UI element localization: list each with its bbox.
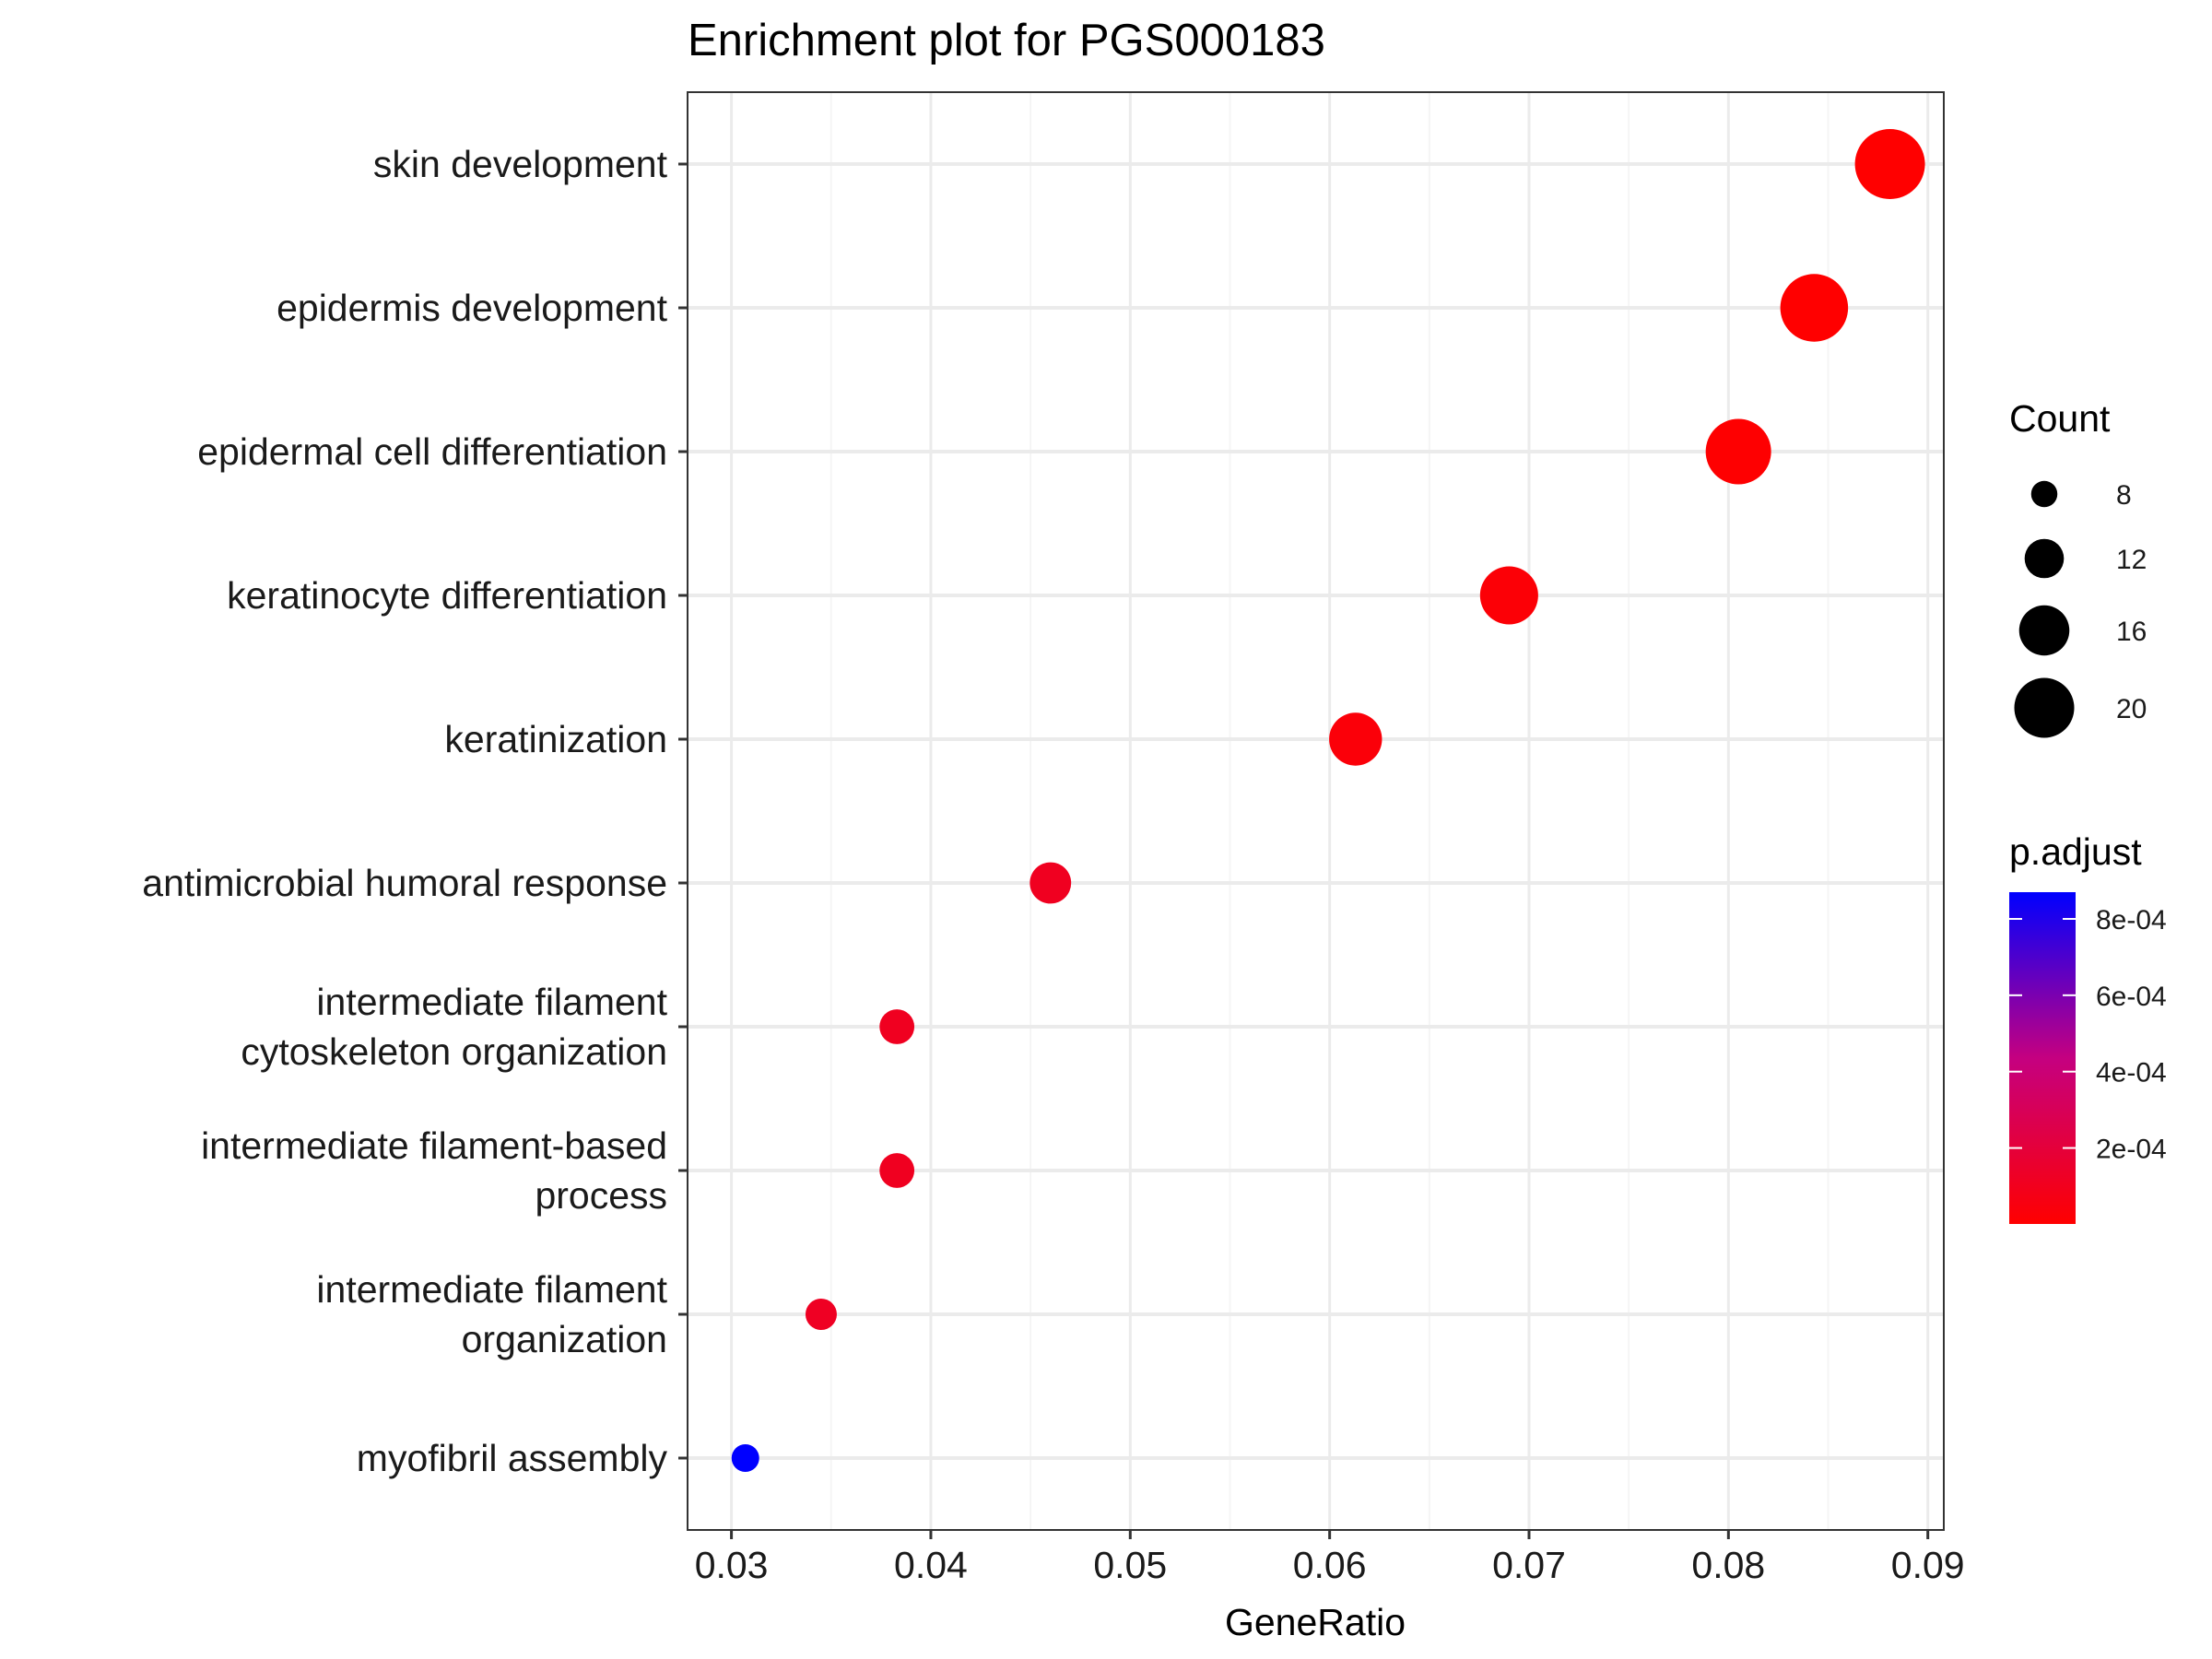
size-legend-key [2024, 538, 2065, 579]
size-legend-key [2018, 605, 2070, 656]
data-point [1705, 418, 1771, 485]
size-legend-title: Count [2009, 397, 2111, 440]
color-legend: p.adjust 8e-04 6e-04 4e-04 2e-04 [2009, 830, 2167, 1224]
data-point [1030, 862, 1072, 904]
x-tick-label: 0.08 [1691, 1544, 1765, 1586]
x-axis: 0.03 0.04 0.05 0.06 0.07 0.08 0.09 [695, 1530, 1965, 1586]
y-tick-label: organization [462, 1318, 667, 1360]
y-tick-label: intermediate filament [316, 981, 667, 1023]
data-point [1854, 129, 1925, 199]
y-tick-label: intermediate filament-based [201, 1124, 667, 1167]
y-tick-label: myofibril assembly [357, 1437, 668, 1479]
y-tick-label: epidermis development [276, 287, 668, 329]
y-tick-label: epidermal cell differentiation [197, 430, 667, 473]
color-legend-label: 6e-04 [2096, 982, 2167, 1012]
data-point [731, 1444, 759, 1472]
size-legend-label: 16 [2116, 617, 2147, 647]
size-legend-label: 8 [2116, 480, 2132, 511]
y-tick-label: cytoskeleton organization [241, 1030, 667, 1073]
x-tick-label: 0.07 [1492, 1544, 1566, 1586]
panel-border [687, 91, 1945, 1531]
y-tick-label: process [535, 1174, 667, 1217]
color-legend-label: 4e-04 [2096, 1058, 2167, 1088]
color-bar [2009, 892, 2076, 1224]
size-legend-key [2014, 677, 2075, 738]
y-tick-label: intermediate filament [316, 1268, 667, 1311]
x-tick-label: 0.05 [1093, 1544, 1167, 1586]
color-legend-title: p.adjust [2009, 830, 2142, 873]
data-point [1780, 274, 1849, 342]
size-legend-label: 12 [2116, 545, 2147, 575]
y-axis: skin development epidermis development epi… [142, 143, 688, 1479]
size-legend-label: 20 [2116, 694, 2147, 724]
data-point [879, 1009, 915, 1044]
size-legend: Count 8 12 16 20 [2009, 397, 2147, 738]
x-tick-label: 0.03 [695, 1544, 769, 1586]
chart-title: Enrichment plot for PGS000183 [688, 16, 1325, 65]
data-point [1479, 566, 1538, 625]
color-legend-label: 2e-04 [2096, 1135, 2167, 1165]
x-tick-label: 0.06 [1293, 1544, 1367, 1586]
x-tick-label: 0.04 [894, 1544, 968, 1586]
x-axis-title: GeneRatio [1225, 1601, 1406, 1643]
data-point [879, 1153, 915, 1188]
y-tick-label: keratinization [444, 718, 667, 760]
data-point [1329, 712, 1382, 766]
grid-lines [688, 92, 1944, 1530]
size-legend-key [2030, 480, 2058, 508]
data-point [805, 1298, 837, 1331]
y-tick-label: keratinocyte differentiation [227, 574, 667, 617]
y-tick-label: skin development [373, 143, 668, 185]
y-tick-label: antimicrobial humoral response [142, 862, 667, 904]
x-tick-label: 0.09 [1891, 1544, 1965, 1586]
color-legend-label: 8e-04 [2096, 905, 2167, 935]
data-points [731, 129, 1925, 1472]
